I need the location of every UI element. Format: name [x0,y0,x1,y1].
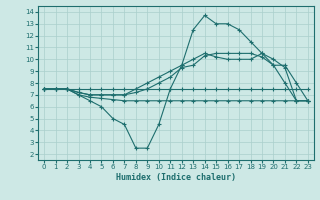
X-axis label: Humidex (Indice chaleur): Humidex (Indice chaleur) [116,173,236,182]
